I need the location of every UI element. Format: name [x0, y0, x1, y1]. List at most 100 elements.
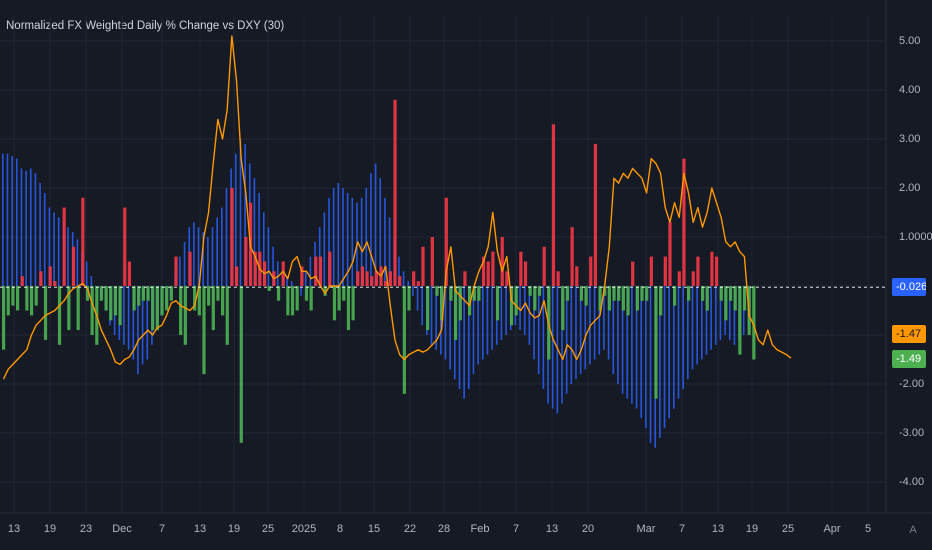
dxy-bar: [85, 286, 90, 301]
dxy-bar: [752, 286, 756, 360]
dxy-bar: [528, 286, 532, 296]
fx-bar: [687, 286, 689, 380]
fx-bar: [202, 232, 204, 286]
dxy-bar: [654, 286, 658, 399]
dxy-bar: [631, 261, 635, 286]
dxy-bar: [607, 286, 611, 311]
dxy-bar: [710, 251, 714, 286]
fx-bar: [328, 197, 330, 286]
dxy-bar: [682, 158, 686, 286]
dxy-bar: [659, 286, 663, 316]
dxy-bar: [29, 286, 34, 316]
grid-layer: [0, 0, 932, 514]
dxy-bar: [640, 286, 644, 301]
orange-line: [2, 35, 792, 380]
dxy-bar: [15, 286, 20, 311]
dxy-bar: [211, 286, 215, 331]
dxy-bar: [663, 256, 667, 286]
dxy-bar: [318, 256, 323, 286]
dxy-bar: [556, 271, 560, 286]
y-tick-label: -3.00: [899, 427, 925, 439]
dxy-bar: [393, 99, 397, 286]
dxy-bar: [458, 286, 462, 321]
dxy-bar: [384, 281, 388, 286]
dxy-bar: [314, 256, 318, 286]
fx-bar: [519, 286, 521, 331]
last-value-badge-green: -1.49: [892, 350, 926, 368]
fx-bar: [267, 227, 270, 286]
fx-bar: [15, 158, 18, 286]
dxy-bar: [332, 286, 337, 321]
dxy-bar: [416, 281, 420, 286]
fx-bar: [48, 207, 51, 286]
fx-bar: [309, 256, 312, 286]
dxy-bar: [449, 286, 453, 301]
dxy-bar: [412, 271, 416, 286]
fx-bar: [379, 178, 382, 286]
fx-bar: [491, 286, 493, 350]
dxy-bar: [500, 237, 504, 286]
fx-bar: [127, 286, 130, 350]
dxy-bar: [230, 188, 234, 286]
dxy-bar: [76, 286, 80, 331]
dxy-bar: [323, 286, 327, 296]
fx-bar: [239, 139, 242, 286]
fx-bar: [449, 286, 451, 370]
dxy-bar: [565, 286, 570, 301]
dxy-bar: [696, 256, 700, 286]
y-tick-label: 3.00: [899, 133, 921, 145]
fx-bar: [472, 286, 475, 375]
fx-bar: [398, 256, 400, 286]
fx-bar: [593, 286, 596, 360]
dxy-bar: [179, 286, 183, 335]
fx-bar: [374, 163, 377, 286]
dxy-bar: [677, 271, 681, 286]
fx-bar: [668, 286, 670, 419]
dxy-bar: [495, 286, 500, 321]
dxy-bar: [491, 251, 495, 286]
dxy-bar: [127, 261, 132, 286]
fx-bar: [659, 286, 661, 438]
dxy-bar: [584, 286, 588, 306]
dxy-bar: [276, 286, 281, 301]
fx-bar: [370, 173, 372, 286]
dxy-bar: [304, 286, 309, 301]
fx-bar: [300, 286, 302, 296]
dxy-bar: [440, 286, 444, 321]
dxy-bar: [11, 286, 15, 306]
y-tick-label: -4.00: [899, 476, 925, 488]
auto-scale-button[interactable]: A: [909, 524, 917, 536]
fx-bar: [53, 212, 55, 286]
dxy-bar: [193, 286, 197, 311]
fx-bar: [579, 286, 582, 375]
fx-bar: [598, 286, 601, 355]
dxy-bar: [435, 286, 439, 296]
fx-bar: [351, 197, 354, 286]
fx-bar: [537, 286, 540, 375]
y-tick-label: -2.00: [899, 378, 925, 390]
dxy-bar: [570, 227, 574, 286]
fx-bar: [304, 271, 307, 286]
fx-bar: [43, 192, 46, 286]
dxy-bar: [328, 251, 332, 286]
fx-bar: [705, 286, 708, 355]
fx-bar: [365, 188, 368, 286]
dxy-bar: [300, 266, 304, 286]
x-tick-label: 8: [336, 523, 344, 535]
fx-bar: [481, 286, 484, 360]
dxy-bar: [668, 222, 672, 286]
dxy-bar: [742, 286, 747, 311]
fx-bar: [435, 286, 437, 350]
dxy-bar: [603, 286, 607, 296]
dxy-bar: [714, 256, 719, 286]
fx-bar: [631, 286, 633, 404]
dxy-bar: [551, 124, 556, 286]
fx-bar: [645, 286, 647, 429]
x-tick-label: 15: [367, 523, 381, 535]
fx-bar: [197, 227, 200, 286]
dxy-bar: [738, 286, 742, 355]
fx-bar: [39, 183, 41, 286]
dxy-bar: [645, 286, 649, 301]
